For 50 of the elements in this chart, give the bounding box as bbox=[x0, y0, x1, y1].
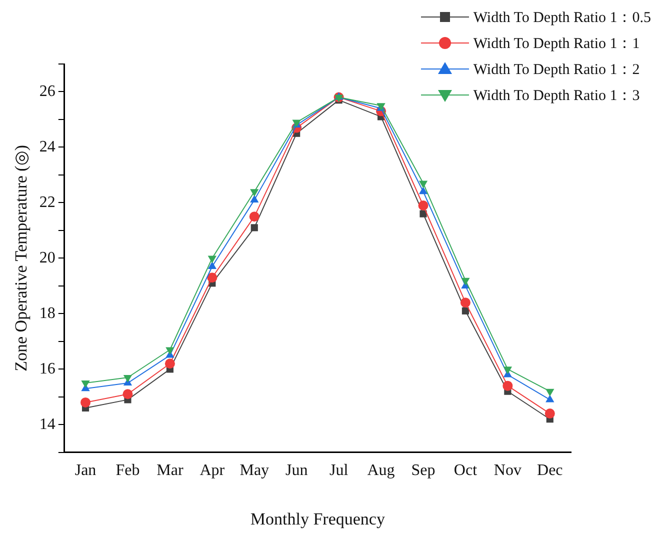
x-tick-label: Dec bbox=[537, 462, 563, 480]
point bbox=[544, 408, 555, 419]
y-tick-label: 18 bbox=[39, 304, 56, 322]
x-tick-label: Sep bbox=[411, 462, 436, 480]
point bbox=[166, 347, 174, 355]
legend-label: Width To Depth Ratio 1：2 bbox=[473, 60, 640, 78]
point bbox=[249, 212, 260, 222]
x-tick-label: Jan bbox=[74, 462, 96, 480]
x-tick-label: Mar bbox=[156, 462, 184, 480]
x-tick-label: Apr bbox=[200, 462, 226, 480]
point bbox=[250, 189, 259, 197]
point bbox=[461, 278, 470, 286]
y-tick-label: 22 bbox=[39, 194, 56, 211]
y-axis-title: Zone Operative Temperature (◎) bbox=[12, 145, 31, 372]
x-axis-title: Monthly Frequency bbox=[250, 509, 386, 528]
legend-label: Width To Depth Ratio 1：3 bbox=[473, 86, 640, 104]
point bbox=[502, 380, 513, 391]
point bbox=[420, 210, 427, 218]
y-tick-label: 14 bbox=[39, 416, 56, 433]
point bbox=[503, 366, 512, 374]
point bbox=[207, 272, 218, 283]
x-tick-label: Jun bbox=[285, 462, 308, 480]
point bbox=[208, 262, 216, 270]
point bbox=[462, 307, 469, 314]
y-tick-label: 24 bbox=[39, 138, 56, 156]
point bbox=[164, 358, 175, 369]
y-tick-label: 26 bbox=[39, 82, 56, 100]
x-tick-label: Jul bbox=[329, 462, 349, 480]
point bbox=[81, 380, 90, 388]
point bbox=[123, 374, 132, 382]
point bbox=[208, 256, 216, 264]
y-tick-label: 16 bbox=[39, 360, 56, 378]
point bbox=[546, 394, 554, 402]
point bbox=[418, 180, 428, 188]
point bbox=[460, 298, 470, 308]
point bbox=[80, 397, 91, 408]
point bbox=[546, 388, 554, 396]
point bbox=[250, 194, 259, 202]
legend-label: Width To Depth Ratio 1：1 bbox=[473, 34, 640, 52]
x-tick-label: Aug bbox=[367, 462, 395, 480]
point bbox=[250, 224, 258, 232]
point bbox=[122, 389, 133, 400]
x-tick-label: Oct bbox=[454, 462, 478, 480]
x-tick-label: May bbox=[240, 462, 270, 480]
x-tick-label: Feb bbox=[116, 462, 140, 480]
point bbox=[418, 186, 428, 194]
point bbox=[418, 200, 428, 210]
y-tick-label: 20 bbox=[39, 249, 56, 266]
legend-label: Width To Depth Ratio 1：0.5 bbox=[473, 8, 651, 26]
x-tick-label: Nov bbox=[494, 462, 522, 480]
